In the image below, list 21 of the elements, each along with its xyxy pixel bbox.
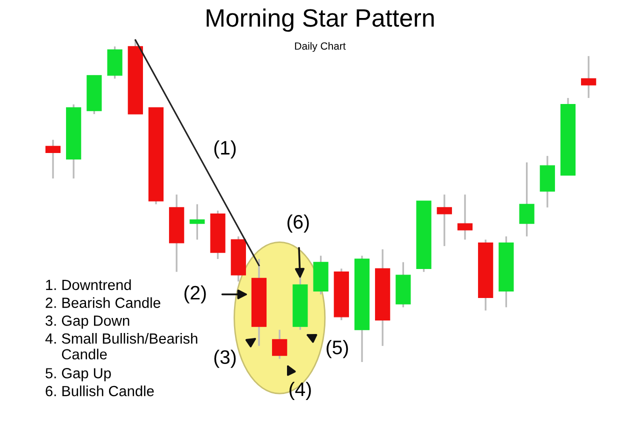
candlestick [436,194,452,247]
chart-subtitle: Daily Chart [295,42,346,52]
text: 5. Gap Up [46,368,111,382]
candlestick [457,194,473,240]
candlestick [519,162,534,238]
candlestick [272,328,288,360]
annotation: (6) [287,214,309,233]
text: (4) [290,382,311,400]
annotation: 1. Downtrend [46,279,131,290]
candlestick [190,203,205,240]
annotation: (3) [214,350,236,368]
text: 6. Bullish Candle [46,386,154,396]
annotation: (2) [184,285,206,304]
candlestick [581,55,596,99]
annotation: 2. Bearish Candle [46,297,160,308]
annotation: 4. Small Bullish/Bearish Candle [45,333,198,360]
annotation: (5) [326,340,348,358]
annotation: (1) [214,140,236,159]
candlestick [45,138,61,180]
chart-title: Morning Star Pattern [206,8,434,32]
annotation: 3. Gap Down [46,316,130,329]
